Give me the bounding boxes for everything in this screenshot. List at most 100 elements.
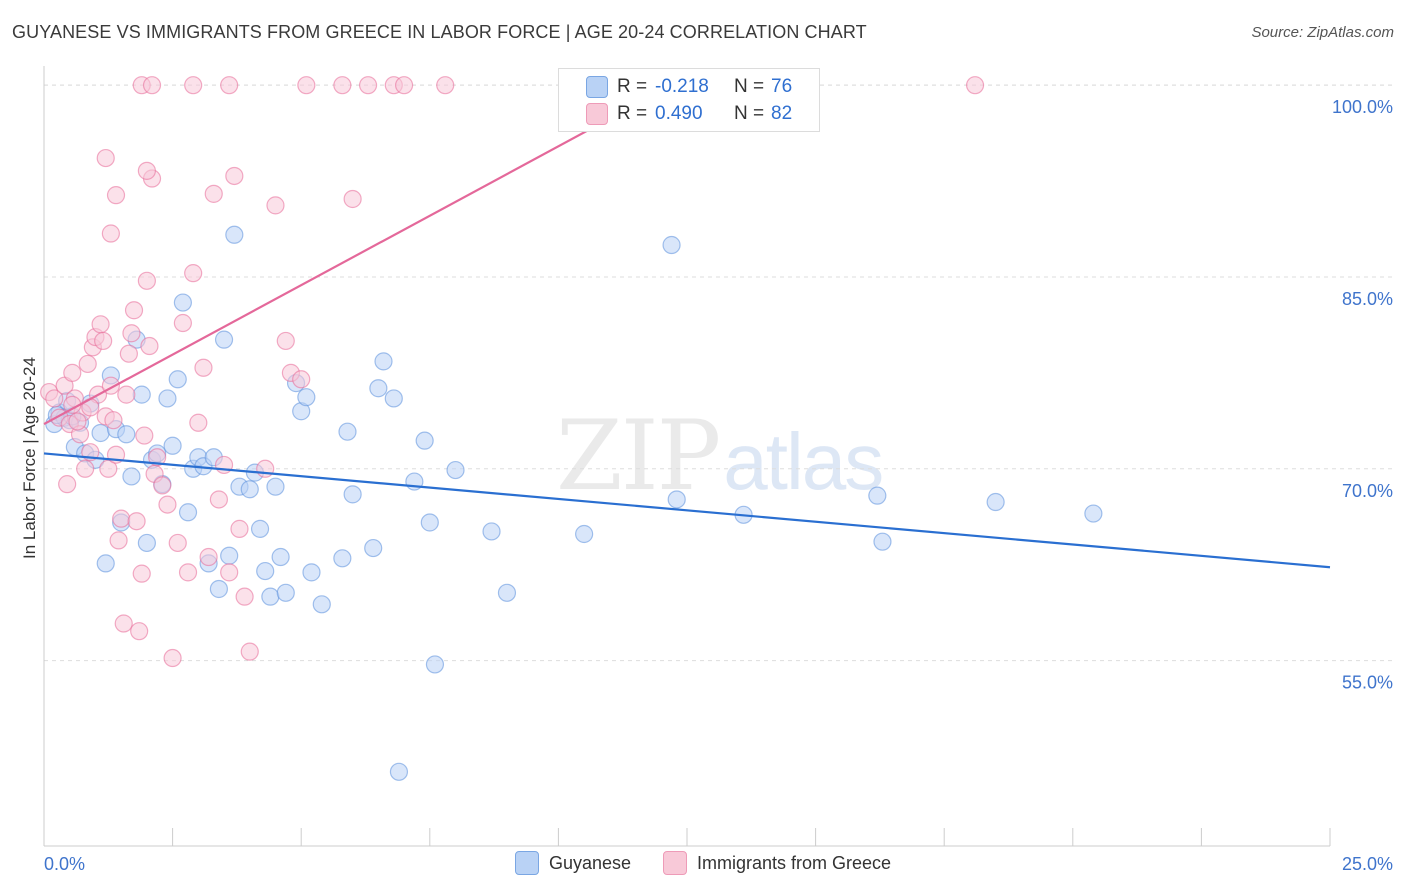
point-greece <box>225 166 244 186</box>
point-greece <box>436 76 455 95</box>
stats-legend: R = -0.218 N = 76 R = 0.490 N = 82 <box>558 68 820 132</box>
point-greece <box>343 189 362 209</box>
point-guyanese <box>220 546 239 565</box>
grid <box>44 84 1395 662</box>
point-guyanese <box>338 422 357 441</box>
point-guyanese <box>415 431 434 450</box>
point-guyanese <box>250 519 270 538</box>
point-guyanese <box>132 385 151 404</box>
point-guyanese <box>369 379 388 398</box>
point-guyanese <box>256 561 275 581</box>
point-greece <box>163 648 182 668</box>
point-greece <box>91 315 110 334</box>
point-guyanese <box>374 352 393 371</box>
point-guyanese <box>178 503 198 522</box>
point-guyanese <box>420 513 439 532</box>
point-greece <box>358 76 378 95</box>
point-greece <box>235 587 254 606</box>
bottom-legend: Guyanese Immigrants from Greece <box>0 851 1406 875</box>
n-value: 76 <box>771 76 793 97</box>
r-label: R = <box>617 103 648 124</box>
point-greece <box>135 426 154 445</box>
point-guyanese <box>312 595 331 614</box>
point-greece <box>230 519 249 538</box>
legend-item-guyanese[interactable]: Guyanese <box>514 851 631 875</box>
stats-row-greece: R = 0.490 N = 82 <box>559 100 819 128</box>
y-tick-label: 70.0% <box>1342 481 1393 501</box>
point-greece <box>68 412 87 431</box>
point-greece <box>292 370 311 389</box>
point-guyanese <box>497 583 517 602</box>
point-greece <box>199 547 218 567</box>
point-guyanese <box>122 467 141 486</box>
point-guyanese <box>137 533 156 553</box>
point-greece <box>178 563 198 582</box>
chart-title: GUYANESE VS IMMIGRANTS FROM GREECE IN LA… <box>12 22 867 42</box>
point-greece <box>148 448 167 467</box>
point-greece <box>276 331 295 351</box>
point-guyanese <box>209 579 228 599</box>
trend-lines <box>43 84 1331 569</box>
point-greece <box>45 389 64 408</box>
point-guyanese <box>163 436 182 455</box>
n-label: N = <box>734 76 765 97</box>
point-guyanese <box>986 492 1005 512</box>
stats-swatch-pink <box>586 103 608 125</box>
point-guyanese <box>266 477 285 496</box>
trend-line-guyanese <box>43 452 1331 569</box>
point-guyanese <box>333 549 352 568</box>
point-guyanese <box>343 485 362 504</box>
x-tick-label: 25.0% <box>1342 854 1393 874</box>
point-greece <box>124 301 144 320</box>
point-guyanese <box>168 370 187 389</box>
point-guyanese <box>271 547 290 567</box>
point-guyanese <box>384 389 403 408</box>
point-greece <box>137 161 156 180</box>
point-guyanese <box>214 330 234 349</box>
series-greece <box>40 76 985 668</box>
legend-item-greece[interactable]: Immigrants from Greece <box>663 851 891 875</box>
series-guyanese <box>45 225 1103 781</box>
point-guyanese <box>389 762 409 781</box>
point-greece <box>104 411 123 430</box>
point-greece <box>122 324 141 343</box>
legend-swatch-blue <box>514 851 539 875</box>
legend-swatch-pink <box>663 851 687 875</box>
point-guyanese <box>173 293 192 312</box>
x-tick-label: 0.0% <box>44 854 85 874</box>
point-greece <box>112 509 131 528</box>
stats-row-guyanese: R = -0.218 N = 76 <box>559 73 819 101</box>
point-guyanese <box>297 388 316 407</box>
point-greece <box>140 336 159 356</box>
point-guyanese <box>225 225 244 244</box>
point-greece <box>394 76 414 95</box>
point-guyanese <box>91 423 110 443</box>
point-greece <box>189 413 208 432</box>
point-greece <box>184 264 203 283</box>
point-greece <box>117 385 136 404</box>
point-greece <box>142 76 162 95</box>
point-guyanese <box>240 480 259 499</box>
n-label: N = <box>734 103 765 124</box>
point-guyanese <box>873 532 892 551</box>
point-guyanese <box>261 587 280 606</box>
r-value: -0.218 <box>655 76 709 97</box>
point-guyanese <box>482 522 501 541</box>
point-greece <box>194 358 213 377</box>
point-greece <box>173 313 192 333</box>
point-guyanese <box>117 425 136 444</box>
point-greece <box>220 76 239 95</box>
point-greece <box>137 271 156 290</box>
watermark: ZIPatlas <box>556 400 884 512</box>
tick-labels: 55.0% 70.0% 85.0% 100.0% 0.0% 25.0% <box>44 97 1393 874</box>
watermark-atlas: atlas <box>723 417 884 506</box>
point-guyanese <box>96 554 115 573</box>
point-greece <box>158 495 177 514</box>
point-greece <box>101 224 120 243</box>
point-greece <box>119 344 138 363</box>
point-greece <box>132 564 151 583</box>
point-greece <box>266 196 285 215</box>
point-greece <box>63 363 82 382</box>
point-greece <box>204 184 223 203</box>
